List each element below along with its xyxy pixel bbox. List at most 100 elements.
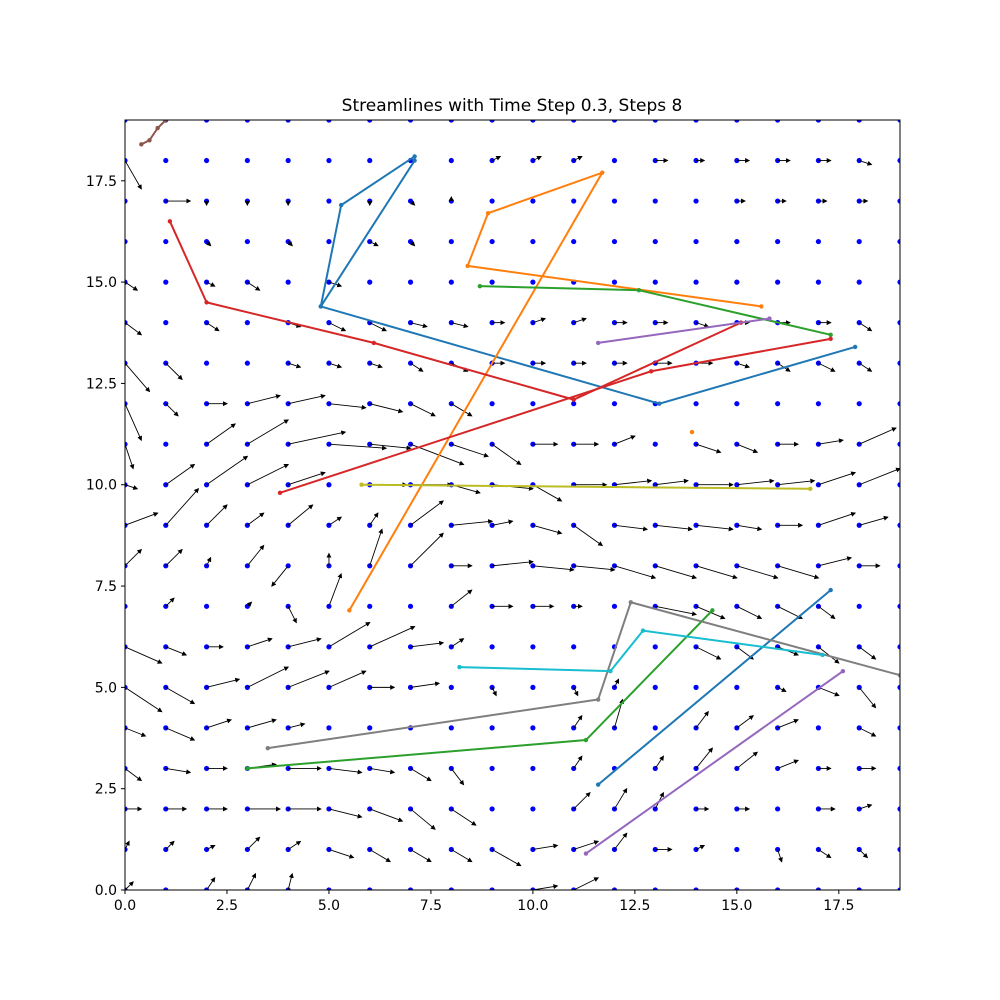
vector-arrow: [369, 322, 387, 332]
grid-point: [693, 279, 699, 285]
grid-point: [326, 563, 332, 569]
vector-arrow: [777, 478, 816, 486]
grid-point: [244, 157, 250, 164]
grid-point: [530, 644, 536, 650]
grid-points: [125, 120, 900, 890]
vector-arrow: [328, 670, 367, 688]
vector-arrow: [328, 572, 343, 607]
streamline-point: [628, 600, 633, 605]
streamline: [319, 155, 416, 307]
vector-arrow: [655, 605, 698, 617]
vector-arrow: [287, 504, 314, 526]
x-axis: 0.0 2.5 5.0 7.5 10.0 12.5 15.0 17.5: [114, 890, 854, 914]
vector-arrow: [271, 565, 289, 587]
grid-point: [244, 806, 250, 812]
vector-arrow: [247, 464, 290, 486]
grid-point: [897, 198, 900, 204]
streamline-point: [828, 332, 833, 337]
vector-arrow: [125, 444, 135, 470]
grid-point: [125, 522, 128, 528]
streamline-point: [583, 737, 589, 743]
vector-arrow: [777, 759, 799, 769]
grid-point: [856, 279, 862, 285]
grid-point: [897, 644, 900, 650]
vector-arrow: [125, 484, 139, 490]
grid-point: [611, 279, 618, 285]
grid-point: [775, 279, 781, 285]
streamline-point: [347, 608, 352, 613]
vector-arrow: [247, 544, 265, 567]
grid-point: [367, 120, 373, 123]
grid-point: [897, 441, 900, 447]
vector-arrow: [410, 849, 432, 863]
grid-point: [734, 846, 740, 853]
grid-point: [693, 198, 699, 204]
grid-point: [775, 887, 781, 890]
vector-arrow: [532, 843, 559, 850]
vector-arrow: [369, 849, 391, 863]
y-tick-label: 10.0: [86, 478, 117, 494]
grid-point: [326, 238, 332, 245]
grid-point: [285, 157, 291, 164]
grid-point: [530, 279, 536, 285]
vector-arrow: [206, 322, 220, 332]
streamline-point: [139, 142, 144, 147]
streamline: [598, 317, 770, 344]
vector-arrow: [410, 808, 436, 830]
streamline-point: [808, 486, 813, 491]
streamline-point: [820, 652, 825, 658]
grid-point: [815, 238, 822, 245]
grid-point: [693, 401, 699, 407]
vector-arrow: [328, 622, 371, 648]
grid-point: [163, 320, 169, 326]
grid-point: [125, 120, 128, 123]
x-tick-label: 17.5: [823, 898, 854, 914]
vector-arrow: [410, 768, 432, 782]
grid-point: [163, 238, 169, 245]
x-tick-label: 0.0: [114, 898, 136, 914]
streamline-point: [767, 316, 772, 321]
vector-arrow: [206, 241, 212, 247]
grid-point: [652, 765, 658, 772]
vector-arrow: [206, 281, 216, 287]
y-tick-label: 7.5: [95, 579, 117, 595]
grid-point: [163, 806, 169, 812]
streamline-point: [828, 336, 833, 342]
grid-point: [571, 120, 577, 123]
streamline-point: [636, 288, 642, 293]
grid-point: [897, 238, 900, 245]
vector-arrow: [859, 427, 897, 445]
vector-arrow: [451, 443, 489, 458]
vector-arrow: [288, 722, 306, 729]
grid-point: [897, 279, 900, 285]
vector-arrow: [614, 524, 649, 532]
grid-point: [489, 120, 495, 123]
vector-arrow: [451, 808, 477, 826]
streamline-point: [640, 628, 646, 633]
streamline-point: [371, 340, 377, 346]
grid-point: [571, 725, 577, 731]
vector-arrow: [328, 808, 363, 819]
vector-arrow: [125, 646, 163, 664]
vector-arrow: [492, 519, 514, 526]
grid-point: [897, 120, 900, 123]
vector-arrow: [859, 727, 877, 737]
vector-arrow: [328, 403, 367, 410]
streamline-point: [759, 304, 764, 309]
grid-point: [897, 887, 900, 890]
vector-arrow: [818, 471, 857, 486]
grid-point: [489, 725, 495, 731]
streamline-point: [689, 429, 695, 435]
grid-point: [203, 120, 210, 123]
chart-title: Streamlines with Time Step 0.3, Steps 8: [342, 96, 683, 116]
grid-point: [734, 887, 740, 890]
vector-arrow: [369, 808, 404, 823]
vector-arrow: [165, 463, 196, 486]
grid-point: [125, 238, 128, 245]
vector-arrow: [655, 565, 698, 580]
grid-point: [244, 482, 250, 488]
x-tick-label: 12.5: [619, 898, 650, 914]
vector-arrow: [654, 755, 664, 769]
vector-arrow: [165, 488, 200, 526]
vector-arrow: [206, 677, 241, 688]
